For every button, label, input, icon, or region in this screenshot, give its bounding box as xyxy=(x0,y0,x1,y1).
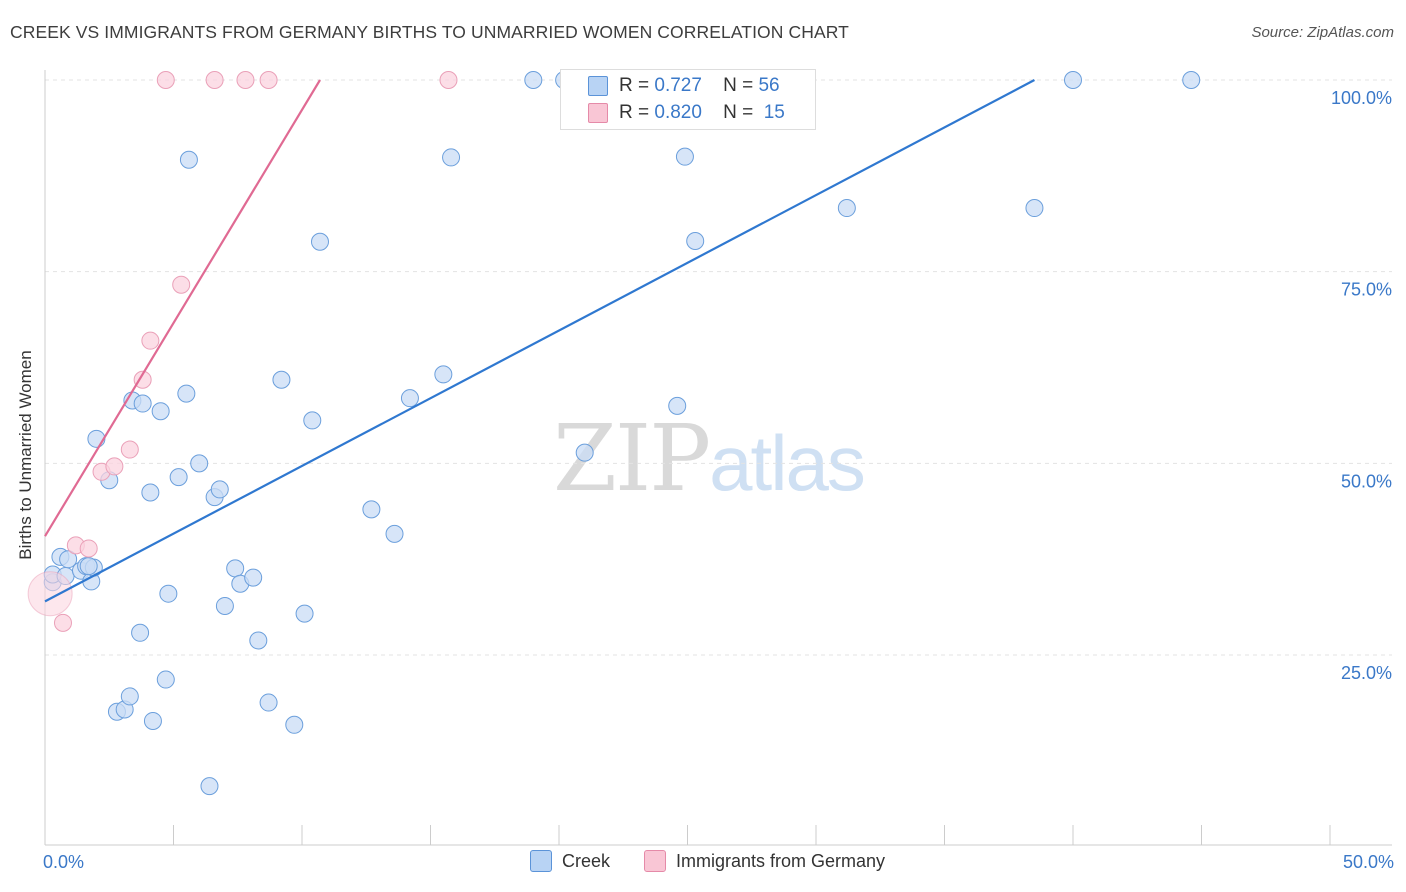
creek-point xyxy=(259,693,278,712)
creek-point xyxy=(686,232,705,251)
legend-row-creek: R = 0.727 N = 56 xyxy=(619,74,780,98)
creek-point xyxy=(141,483,160,502)
germany-point xyxy=(172,275,191,294)
germany-point xyxy=(105,457,124,476)
creek-point xyxy=(295,604,314,623)
germany-swatch xyxy=(644,850,666,872)
germany-point xyxy=(53,613,72,632)
legend-swatch-creek xyxy=(588,76,608,96)
germany-point xyxy=(156,71,175,89)
creek-point xyxy=(1025,199,1044,218)
creek-point xyxy=(151,402,170,421)
y-tick-label: 100.0% xyxy=(1331,88,1392,108)
creek-point xyxy=(385,524,404,543)
series-legend-creek-label: Creek xyxy=(562,850,611,871)
legend-row-germany: R = 0.820 N = 15 xyxy=(619,101,785,125)
creek-point xyxy=(177,384,196,403)
series-legend-creek[interactable]: Creek xyxy=(530,850,610,872)
germany-point xyxy=(79,539,98,558)
germany-point xyxy=(120,440,139,459)
creek-point xyxy=(143,711,162,730)
germany-point xyxy=(439,71,458,89)
creek-point xyxy=(59,550,78,569)
creek-point xyxy=(575,443,594,462)
legend-r-value: 0.727 xyxy=(654,75,702,96)
creek-point xyxy=(159,584,178,603)
legend-swatch-germany xyxy=(588,103,608,123)
creek-point xyxy=(131,623,150,642)
creek-point xyxy=(156,670,175,689)
x-tick-label-min: 0.0% xyxy=(43,852,85,872)
creek-point xyxy=(837,199,856,218)
creek-swatch xyxy=(530,850,552,872)
creek-point xyxy=(303,411,322,430)
y-tick-label: 50.0% xyxy=(1341,471,1392,491)
creek-point xyxy=(226,559,245,578)
creek-trend-line xyxy=(44,79,1035,603)
creek-point xyxy=(249,631,268,650)
creek-point xyxy=(675,147,694,166)
creek-point xyxy=(215,596,234,615)
legend-r-value: 0.820 xyxy=(654,102,702,123)
series-legend-germany[interactable]: Immigrants from Germany xyxy=(644,850,885,872)
creek-point xyxy=(200,777,219,796)
y-tick-label: 75.0% xyxy=(1341,280,1392,300)
germany-point xyxy=(259,71,278,89)
creek-point xyxy=(442,148,461,167)
germany-point xyxy=(133,370,152,389)
creek-point xyxy=(400,389,419,408)
creek-point xyxy=(285,715,304,734)
creek-point xyxy=(79,557,98,576)
y-tick-label: 25.0% xyxy=(1341,663,1392,683)
creek-point xyxy=(190,454,209,473)
germany-trend-line xyxy=(44,79,321,537)
germany-point xyxy=(236,71,255,89)
creek-point xyxy=(244,568,263,587)
legend-n-label: N = xyxy=(723,75,754,96)
legend-r-label: R = xyxy=(619,75,650,96)
germany-point xyxy=(205,71,224,89)
creek-point xyxy=(668,396,687,415)
legend-n-label: N = xyxy=(723,102,754,123)
series-legend: Creek Immigrants from Germany xyxy=(0,850,1406,878)
series-legend-germany-label: Immigrants from Germany xyxy=(676,850,886,871)
chart-title: CREEK VS IMMIGRANTS FROM GERMANY BIRTHS … xyxy=(10,22,849,42)
legend-n-value: 56 xyxy=(758,75,780,96)
germany-point xyxy=(141,331,160,350)
creek-point xyxy=(179,150,198,169)
creek-point xyxy=(1064,71,1082,89)
stats-legend: R = 0.727 N = 56 R = 0.820 N = 15 xyxy=(560,69,816,130)
y-axis-label: Births to Unmarried Women xyxy=(16,350,35,560)
creek-point xyxy=(120,687,139,706)
creek-point xyxy=(133,394,152,413)
creek-point xyxy=(1182,71,1201,89)
creek-point xyxy=(310,232,329,251)
creek-point xyxy=(87,429,106,448)
legend-r-label: R = xyxy=(619,102,650,123)
creek-point xyxy=(434,365,453,384)
x-tick-label-max: 50.0% xyxy=(1342,852,1394,872)
creek-point xyxy=(169,468,188,487)
legend-n-value: 15 xyxy=(763,102,785,123)
creek-point xyxy=(210,480,229,499)
creek-point xyxy=(524,71,543,89)
creek-point xyxy=(272,370,291,389)
source-credit: Source: ZipAtlas.com xyxy=(1251,24,1394,41)
creek-point xyxy=(362,500,381,519)
germany-point xyxy=(27,571,73,617)
